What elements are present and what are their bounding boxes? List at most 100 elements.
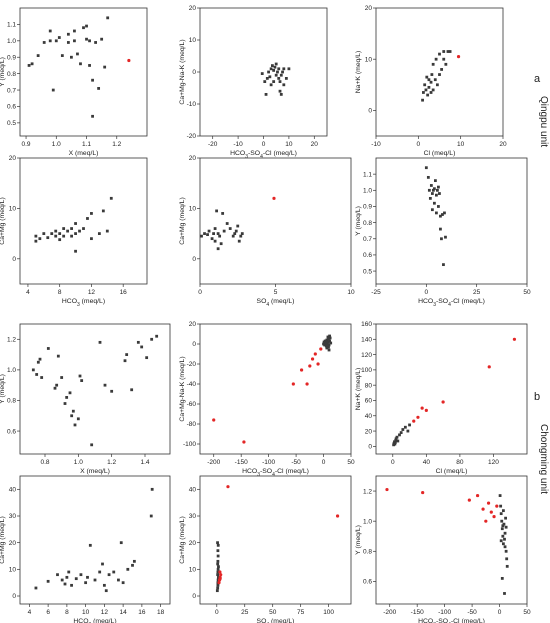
data-point	[131, 563, 134, 567]
panel-cm2: -200 -150 -100 -50 0 50-100-80-60-40-20020HCO…	[179, 321, 355, 478]
x-tick-label: 25	[473, 289, 481, 296]
data-point	[31, 368, 35, 372]
data-point	[216, 582, 220, 586]
y-tick-label: 1.1	[7, 22, 16, 29]
y-tick-label: 0.8	[363, 220, 372, 227]
data-point	[215, 209, 219, 213]
y-axis-label: Y (meq/L)	[355, 525, 362, 555]
data-point	[66, 41, 70, 44]
data-point	[150, 337, 154, 341]
data-point-red	[424, 408, 428, 413]
data-point	[500, 527, 504, 531]
x-tick-label: 0	[417, 141, 421, 148]
data-point	[88, 64, 91, 67]
data-point	[501, 534, 505, 538]
x-tick-label: 50	[523, 609, 531, 616]
data-point	[27, 64, 31, 67]
data-point	[426, 93, 430, 97]
data-point	[422, 91, 425, 94]
data-point	[90, 443, 94, 447]
panel-cm6: -200 -150 -100 -50 0 50 0.6 0.8 1.0 1.2 HCO3-SO4-C…	[355, 475, 531, 623]
x-tick-label: 50	[269, 609, 277, 616]
data-point	[55, 383, 59, 387]
y-tick-label: 10	[189, 37, 197, 44]
data-point	[264, 93, 268, 96]
data-point	[433, 179, 437, 183]
data-point	[500, 519, 504, 523]
data-point-red	[217, 581, 221, 585]
data-point	[102, 583, 106, 587]
x-tick-label: 10	[82, 609, 90, 616]
y-tick-label: 20	[189, 321, 197, 328]
data-point	[393, 442, 397, 446]
data-point	[34, 239, 38, 243]
y-tick-label: 0.5	[363, 268, 372, 275]
data-point	[53, 386, 57, 390]
panel-cm3: 0 40 80 120 0 20 40 60 80 100 120 140 160 Cl (meq/L) N…	[355, 321, 528, 475]
data-point	[425, 75, 429, 79]
data-point	[428, 196, 432, 200]
data-point	[60, 376, 64, 379]
data-point	[63, 582, 67, 586]
data-point	[86, 575, 89, 579]
data-point	[408, 423, 411, 427]
y-tick-label: 1.2	[7, 336, 16, 343]
data-point	[443, 211, 446, 215]
data-point	[240, 232, 244, 235]
x-tick-label: 8	[65, 609, 69, 616]
x-tick-label: 12	[88, 289, 96, 296]
y-tick-label: 100	[361, 367, 372, 374]
panel-qp6: -25 0 25 50 0.5 0.6 0.7 0.8 0.9 1.0 1.1 HCO3-SO4-Cl…	[355, 157, 531, 308]
data-point	[70, 414, 74, 418]
data-point	[269, 83, 273, 87]
x-tick-label: 0	[262, 141, 266, 148]
data-point	[438, 73, 441, 76]
data-point	[216, 577, 220, 581]
y-tick-label: 1.0	[7, 38, 16, 45]
x-tick-label: -50	[467, 609, 477, 616]
x-tick-label: 1.1	[82, 141, 91, 148]
panel-qp5: 0 5 10 0 10 20 SO4 (meq/L) Ca+Mg (meq/L)	[179, 155, 355, 308]
x-tick-label: 0	[198, 289, 202, 296]
data-point	[501, 542, 505, 546]
data-point-red	[335, 514, 340, 518]
data-point	[225, 222, 229, 225]
data-point	[406, 429, 410, 433]
data-point	[42, 41, 46, 44]
data-point-red	[212, 418, 216, 422]
x-tick-label: 6	[46, 609, 50, 616]
data-point-red	[242, 440, 246, 444]
x-tick-label: 40	[423, 459, 431, 466]
x-tick-label: -10	[233, 141, 243, 148]
y-axis-label: Y (meq/L)	[355, 206, 362, 236]
data-point	[216, 567, 220, 571]
y-tick-label: 1.2	[363, 488, 372, 495]
data-point-red	[218, 570, 222, 574]
data-point	[97, 232, 101, 235]
x-tick-label: -20	[208, 141, 218, 148]
data-point	[74, 232, 77, 235]
data-point	[228, 227, 232, 230]
data-point	[429, 80, 433, 84]
data-point	[325, 346, 329, 350]
data-point-red	[299, 368, 304, 372]
data-point	[501, 509, 505, 513]
y-tick-label: 60	[365, 398, 373, 405]
data-point	[435, 83, 439, 87]
plot-frame	[375, 323, 528, 455]
data-point	[62, 227, 66, 230]
data-point	[327, 348, 331, 352]
panel-qp1: 0.9 1.0 1.1 1.2 0.5 0.6 0.7 0.8 0.9 1.0 1.1 X (meq/…	[0, 7, 148, 157]
data-point-red	[127, 58, 131, 63]
data-point	[84, 581, 88, 585]
data-point	[78, 374, 82, 378]
data-point	[438, 52, 441, 56]
panel-cm5: 0 25 50 75 100 0 10 20 30 40 SO4 (meq/L) Ca+Mg (meq…	[179, 475, 352, 623]
data-point	[40, 376, 44, 379]
data-point	[110, 389, 114, 393]
data-point	[216, 549, 220, 553]
y-tick-label: -80	[187, 421, 197, 428]
x-tick-label: -10	[371, 141, 381, 148]
data-point	[277, 77, 281, 80]
data-point	[97, 87, 101, 90]
